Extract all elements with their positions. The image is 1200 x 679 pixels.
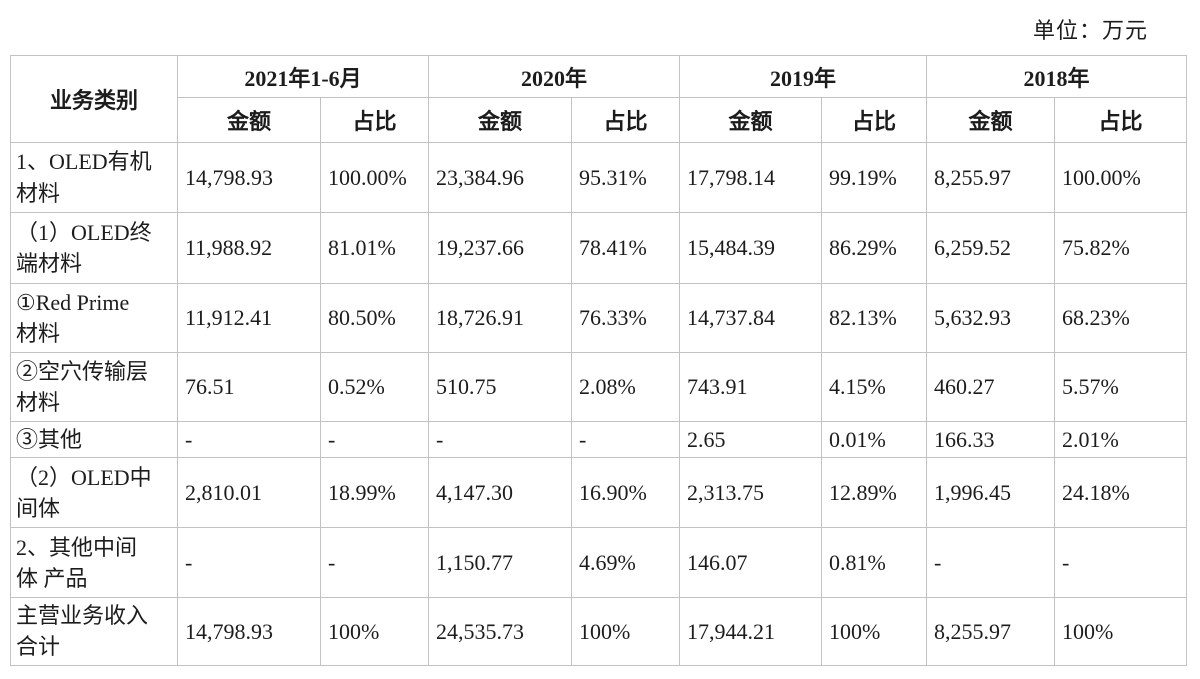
header-row-years: 业务类别 2021年1-6月 2020年 2019年 2018年	[10, 55, 1188, 143]
row-label: （2）OLED中 间体	[10, 457, 178, 529]
amount-cell: 76.51	[177, 352, 321, 422]
share-cell: 4.69%	[571, 527, 681, 599]
share-cell: -	[1054, 527, 1188, 599]
amount-cell: 17,944.21	[679, 597, 823, 666]
share-cell: -	[571, 420, 681, 459]
col-header-amount: 金额	[428, 97, 573, 143]
amount-cell: 17,798.14	[679, 142, 823, 213]
share-cell: 4.15%	[821, 352, 928, 422]
share-cell: 86.29%	[821, 212, 928, 284]
col-header-amount: 金额	[679, 97, 823, 143]
amount-cell: -	[926, 527, 1056, 599]
revenue-breakdown-table: 业务类别 2021年1-6月 2020年 2019年 2018年 金额 占比 金额占…	[10, 55, 1188, 666]
share-cell: 100%	[821, 597, 928, 666]
col-header-share: 占比	[319, 97, 430, 143]
share-cell: 2.08%	[571, 352, 681, 422]
row-label: ②空穴传输层 材料	[10, 352, 178, 422]
col-header-share: 占比	[1054, 97, 1188, 143]
col-header-amount: 金额	[926, 97, 1056, 143]
amount-cell: -	[428, 420, 573, 459]
amount-cell: -	[177, 527, 321, 599]
row-label: 主营业务收入 合计	[10, 597, 178, 666]
amount-cell: 14,798.93	[177, 597, 321, 666]
share-cell: 99.19%	[821, 142, 928, 213]
amount-cell: 6,259.52	[926, 212, 1056, 284]
share-cell: 100%	[319, 597, 430, 666]
col-header-year-2021h1: 2021年1-6月	[176, 55, 430, 98]
col-header-year-2019: 2019年	[679, 55, 928, 98]
share-cell: -	[319, 420, 430, 459]
amount-cell: 146.07	[679, 527, 823, 599]
table-row: 2、其他中间 体 产品 - -1,150.77 4.69% 146.07 0.81% - -	[10, 527, 1188, 599]
amount-cell: 18,726.91	[428, 283, 573, 353]
table-row: ③其他 - - - -2.65 0.01% 166.33 2.01%	[10, 420, 1188, 459]
share-cell: 95.31%	[571, 142, 681, 213]
share-cell: 100%	[1054, 597, 1188, 666]
table-row: （1）OLED终 端材料 11,988.92 81.01% 19,237.66 78.4…	[10, 212, 1188, 284]
share-cell: 78.41%	[571, 212, 681, 284]
row-label: （1）OLED终 端材料	[10, 212, 178, 284]
col-header-share: 占比	[571, 97, 681, 143]
amount-cell: 11,988.92	[177, 212, 321, 284]
share-cell: 68.23%	[1054, 283, 1188, 353]
share-cell: 0.01%	[821, 420, 928, 459]
share-cell: 0.52%	[319, 352, 430, 422]
share-cell: 82.13%	[821, 283, 928, 353]
amount-cell: 8,255.97	[926, 597, 1056, 666]
table-row: 1、OLED有机 材料 14,798.93 100.00% 23,384.96 95.3…	[10, 142, 1188, 213]
amount-cell: 510.75	[428, 352, 573, 422]
share-cell: 100%	[571, 597, 681, 666]
share-cell: 80.50%	[319, 283, 430, 353]
amount-cell: 14,737.84	[679, 283, 823, 353]
amount-cell: 1,996.45	[926, 457, 1056, 529]
amount-cell: 460.27	[926, 352, 1056, 422]
col-header-amount: 金额	[177, 97, 321, 143]
share-cell: 5.57%	[1054, 352, 1188, 422]
share-cell: 100.00%	[1054, 142, 1188, 213]
table-row: ①Red Prime 材料 11,912.41 80.50% 18,726.91 76.…	[10, 283, 1188, 353]
amount-cell: 11,912.41	[177, 283, 321, 353]
amount-cell: 2.65	[679, 420, 823, 459]
amount-cell: 5,632.93	[926, 283, 1056, 353]
amount-cell: 1,150.77	[428, 527, 573, 599]
amount-cell: 19,237.66	[428, 212, 573, 284]
amount-cell: 2,810.01	[177, 457, 321, 529]
table-row: （2）OLED中 间体 2,810.01 18.99% 4,147.30 16.90% 2…	[10, 457, 1188, 529]
col-header-year-2018: 2018年	[926, 55, 1188, 98]
amount-cell: 166.33	[926, 420, 1056, 459]
unit-label: 单位：万元	[1032, 18, 1148, 43]
header-row-metrics: 金额 占比 金额 占比 金额 占比 金额 占比	[11, 97, 1188, 143]
share-cell: 2.01%	[1054, 420, 1188, 459]
share-cell: 81.01%	[319, 212, 430, 284]
row-label: 1、OLED有机 材料	[10, 142, 178, 213]
col-header-category: 业务类别	[10, 55, 178, 143]
amount-cell: 14,798.93	[177, 142, 321, 213]
share-cell: -	[319, 527, 430, 599]
share-cell: 12.89%	[821, 457, 928, 529]
share-cell: 16.90%	[571, 457, 681, 529]
amount-cell: -	[177, 420, 321, 459]
amount-cell: 15,484.39	[679, 212, 823, 284]
amount-cell: 4,147.30	[428, 457, 573, 529]
share-cell: 18.99%	[319, 457, 430, 529]
share-cell: 76.33%	[571, 283, 681, 353]
share-cell: 24.18%	[1054, 457, 1188, 529]
row-label: ①Red Prime 材料	[10, 283, 178, 353]
row-label: 2、其他中间 体 产品	[10, 527, 178, 599]
amount-cell: 23,384.96	[428, 142, 573, 213]
amount-cell: 743.91	[679, 352, 823, 422]
amount-cell: 24,535.73	[428, 597, 573, 666]
table-row: ②空穴传输层 材料 76.51 0.52% 510.75 2.08% 743.91 4.15…	[10, 352, 1188, 422]
amount-cell: 2,313.75	[679, 457, 823, 529]
col-header-year-2020: 2020年	[428, 55, 681, 98]
col-header-share: 占比	[821, 97, 928, 143]
share-cell: 75.82%	[1054, 212, 1188, 284]
share-cell: 0.81%	[821, 527, 928, 599]
share-cell: 100.00%	[319, 142, 430, 213]
amount-cell: 8,255.97	[926, 142, 1056, 213]
table-row: 主营业务收入 合计 14,798.93 100% 24,535.73 100% 17,94…	[10, 597, 1188, 666]
row-label: ③其他	[10, 420, 178, 459]
